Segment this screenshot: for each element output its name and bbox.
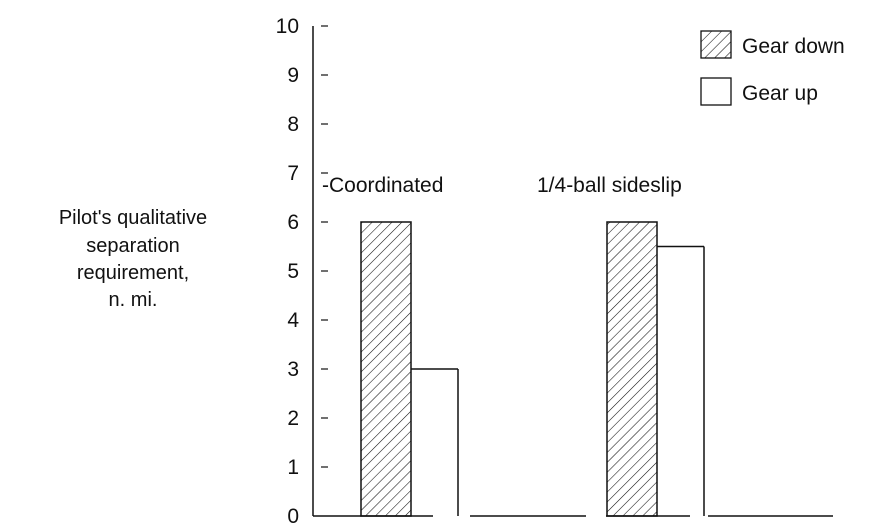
category-label: -Coordinated (322, 174, 443, 197)
legend-label-gear-up: Gear up (742, 82, 818, 105)
group-labels: -Coordinated 1/4-ball sideslip (322, 174, 682, 197)
y-tick-label: 4 (287, 309, 299, 332)
y-tick-label: 0 (287, 505, 299, 524)
y-axis-label-line: requirement, (77, 262, 189, 284)
legend: Gear down Gear up (700, 30, 845, 106)
bar-gear-down (606, 221, 658, 517)
y-axis-label-line: Pilot's qualitative (59, 207, 207, 229)
y-tick-label: 2 (287, 407, 299, 430)
y-tick-label: 3 (287, 358, 299, 381)
y-axis-label: Pilot's qualitative separation requireme… (59, 207, 207, 311)
y-axis-label-line: n. mi. (109, 289, 158, 311)
legend-swatch-gear-up (700, 77, 732, 106)
y-tick-label: 6 (287, 211, 299, 234)
legend-swatch-gear-down (700, 30, 732, 59)
y-ticks: 0 1 2 3 4 5 6 7 8 9 10 (276, 15, 328, 524)
legend-label-gear-down: Gear down (742, 35, 845, 58)
y-tick-label: 9 (287, 64, 299, 87)
y-tick-label: 1 (287, 456, 299, 479)
bars (360, 221, 705, 517)
y-tick-label: 5 (287, 260, 299, 283)
category-label: 1/4-ball sideslip (537, 174, 682, 197)
bar-gear-up (657, 245, 705, 516)
y-tick-label: 8 (287, 113, 299, 136)
bar-gear-down (360, 221, 412, 517)
y-tick-label: 10 (276, 15, 299, 38)
bar-gear-up (411, 368, 459, 516)
y-tick-label: 7 (287, 162, 299, 185)
y-axis-label-line: separation (86, 235, 179, 257)
